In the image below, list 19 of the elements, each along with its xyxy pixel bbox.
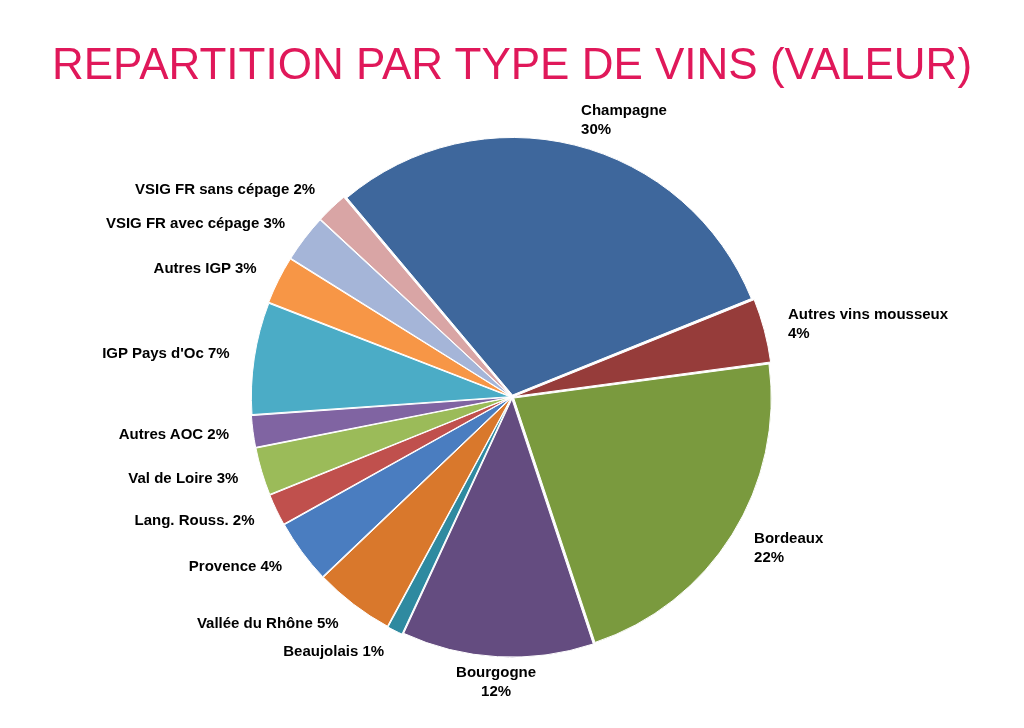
chart-title: REPARTITION PAR TYPE DE VINS (VALEUR)	[50, 38, 974, 90]
slice-label: Provence 4%	[188, 556, 283, 574]
data-label: 22%	[754, 548, 785, 566]
slice-label: Vallée du Rhône 5%	[196, 613, 339, 631]
slice-label: VSIG FR sans cépage 2%	[135, 180, 316, 198]
slice-label: Autres vins mousseux	[788, 305, 949, 323]
slice-label: Val de Loire 3%	[128, 468, 239, 486]
data-label: 30%	[581, 120, 612, 138]
slice-label: Autres IGP 3%	[153, 259, 257, 277]
slice-label: Beaujolais 1%	[283, 642, 385, 660]
slice-label: Bordeaux	[754, 529, 824, 547]
slice-label: VSIG FR avec cépage 3%	[105, 213, 286, 231]
slice-label: Autres AOC 2%	[118, 424, 230, 442]
data-label: 4%	[788, 324, 810, 342]
slice-label: Champagne	[581, 101, 667, 119]
slice-label: Lang. Rouss. 2%	[134, 510, 255, 528]
data-label: 12%	[481, 682, 512, 700]
slice-label: IGP Pays d'Oc 7%	[102, 344, 230, 362]
slice-label: Bourgogne	[456, 663, 537, 681]
